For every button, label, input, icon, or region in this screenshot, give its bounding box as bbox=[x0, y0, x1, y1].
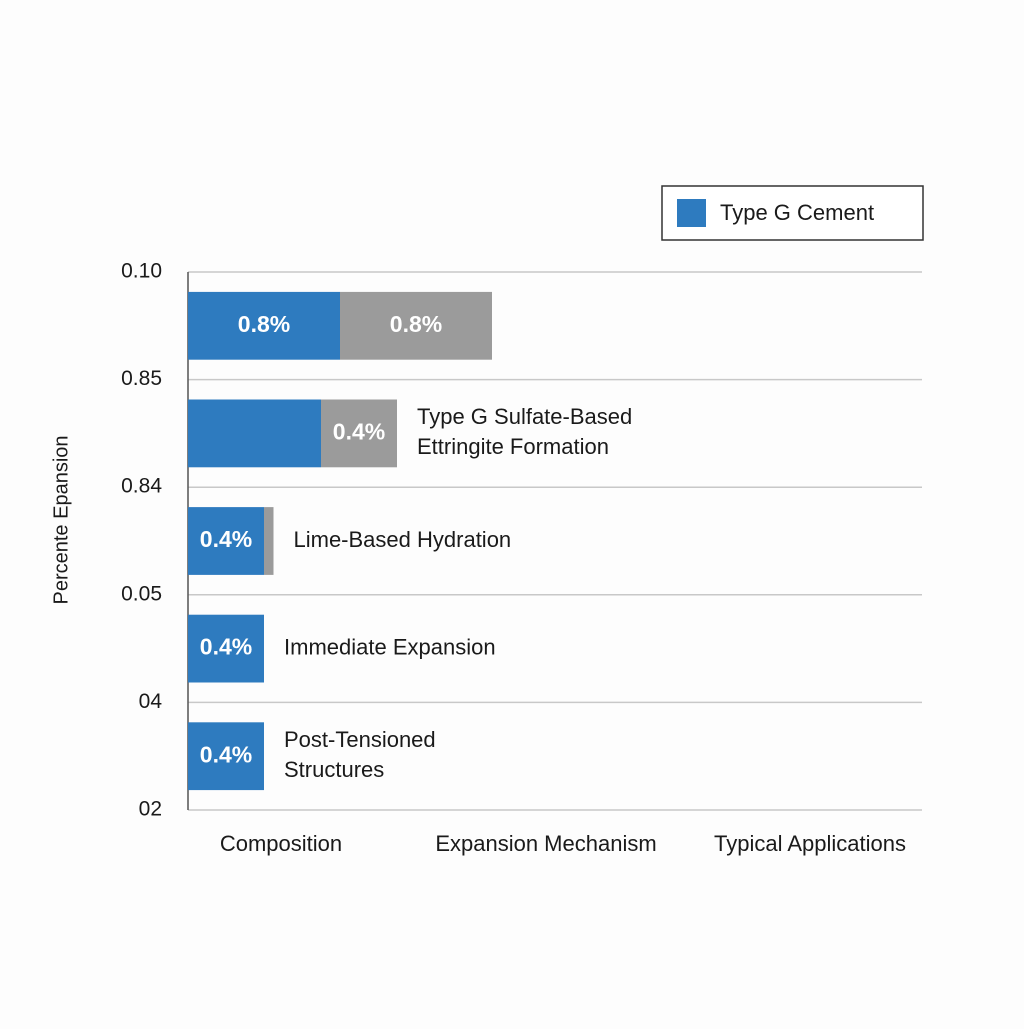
bar-segment bbox=[188, 722, 264, 791]
legend-label: Type G Cement bbox=[720, 200, 874, 225]
x-label: Composition bbox=[220, 831, 342, 856]
y-tick-label: 0.84 bbox=[121, 475, 162, 498]
annotation: Immediate Expansion bbox=[284, 634, 496, 659]
bar-segment bbox=[321, 399, 397, 468]
value-label: 0.4% bbox=[333, 418, 385, 444]
annotation: Lime-Based Hydration bbox=[294, 527, 512, 552]
x-label: Typical Applications bbox=[714, 831, 906, 856]
y-tick-label: 02 bbox=[139, 798, 162, 821]
y-tick-label: 0.85 bbox=[121, 367, 162, 390]
value-label: 0.4% bbox=[200, 634, 252, 660]
y-tick-label: 0.05 bbox=[121, 582, 162, 605]
x-label: Expansion Mechanism bbox=[435, 831, 656, 856]
annotation: Ettringite Formation bbox=[417, 434, 609, 459]
bar-segment bbox=[340, 291, 492, 360]
bar-segment bbox=[188, 291, 340, 360]
value-label: 0.4% bbox=[200, 741, 252, 767]
bar-segment bbox=[188, 507, 264, 575]
bar-segment bbox=[264, 507, 274, 575]
bar-segment bbox=[188, 399, 321, 468]
bar-segment bbox=[188, 614, 264, 683]
annotation: Post-Tensioned bbox=[284, 727, 436, 752]
value-label: 0.8% bbox=[390, 311, 442, 337]
value-label: 0.8% bbox=[238, 311, 290, 337]
legend-swatch bbox=[677, 199, 706, 227]
value-label: 0.4% bbox=[200, 526, 252, 552]
annotation: Type G Sulfate-Based bbox=[417, 404, 632, 429]
y-tick-label: 0.10 bbox=[121, 260, 162, 283]
y-axis-title: Percente Epansion bbox=[50, 435, 72, 604]
y-tick-label: 04 bbox=[139, 690, 163, 713]
annotation: Structures bbox=[284, 757, 384, 782]
